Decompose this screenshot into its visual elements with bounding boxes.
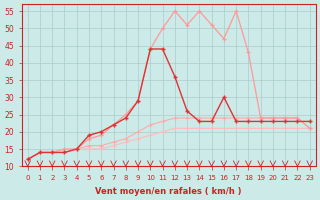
X-axis label: Vent moyen/en rafales ( km/h ): Vent moyen/en rafales ( km/h ) <box>95 187 242 196</box>
